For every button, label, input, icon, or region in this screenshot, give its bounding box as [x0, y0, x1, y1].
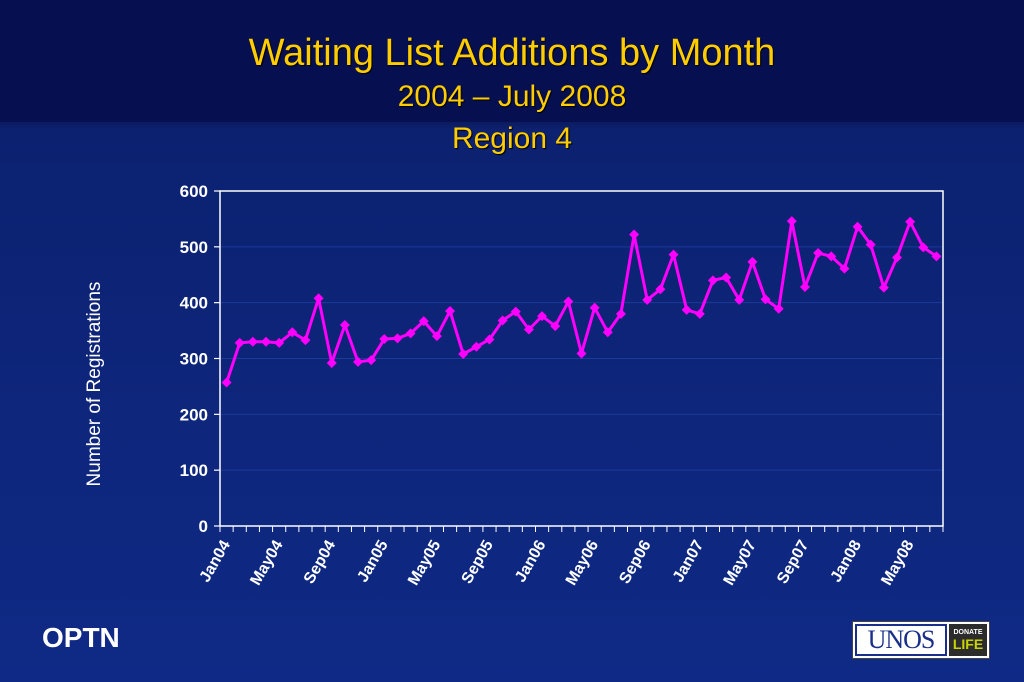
data-point: [247, 336, 258, 347]
data-point: [339, 320, 350, 330]
data-point: [602, 327, 613, 338]
y-tick-label: 200: [180, 405, 208, 424]
data-point: [589, 302, 600, 313]
unos-wordmark: UNOS: [855, 624, 947, 656]
x-tick-label: Sep06: [616, 537, 654, 586]
data-point: [523, 324, 534, 335]
data-point: [221, 377, 232, 388]
data-point: [405, 328, 416, 339]
data-point: [918, 242, 929, 253]
data-point: [326, 357, 337, 368]
x-tick-label: May08: [878, 537, 917, 588]
data-point: [878, 282, 889, 293]
data-point: [931, 251, 942, 262]
data-point: [274, 337, 285, 348]
donate-text: DONATE: [953, 629, 983, 636]
x-tick-label: May07: [721, 537, 760, 588]
data-point: [826, 251, 837, 262]
data-point: [379, 333, 390, 344]
data-point: [576, 348, 587, 359]
series-markers: [221, 216, 942, 388]
y-tick-label: 600: [180, 182, 208, 201]
data-point: [694, 308, 705, 319]
data-point: [905, 216, 916, 227]
x-tick-label: Sep07: [774, 537, 812, 586]
donate-life-badge: DONATE LIFE: [949, 624, 987, 656]
data-point: [537, 311, 548, 322]
data-point: [313, 293, 324, 304]
data-point: [615, 308, 626, 319]
data-point: [655, 284, 666, 295]
data-point: [261, 336, 272, 347]
x-axis-ticks: Jan04 May04 Sep04 Jan05 May05 Sep05 Jan06 May06…: [197, 526, 944, 588]
x-tick-label: Jan05: [354, 537, 391, 585]
optn-label: OPTN: [42, 622, 120, 653]
slide-title: Waiting List Additions by Month: [248, 32, 776, 74]
data-point: [865, 239, 876, 250]
life-text: LIFE: [952, 636, 984, 652]
data-point: [418, 316, 429, 327]
title-block: Waiting List Additions by Month 2004 – J…: [0, 30, 1024, 160]
y-tick-label: 400: [180, 294, 208, 313]
data-point: [497, 315, 508, 326]
x-tick-label: Jan08: [828, 537, 865, 585]
data-point: [234, 337, 245, 348]
x-tick-label: Jan04: [197, 537, 234, 585]
data-point: [510, 306, 521, 317]
data-point: [353, 356, 364, 367]
y-axis-ticks: 0 100 200 300 400 500 600: [180, 182, 220, 536]
data-point: [786, 216, 797, 227]
x-tick-label: Jan06: [512, 537, 549, 585]
y-tick-label: 100: [180, 461, 208, 480]
title-band: [0, 0, 1024, 122]
data-point: [287, 327, 298, 338]
y-tick-label: 300: [180, 350, 208, 369]
data-point: [300, 335, 311, 346]
chart-gridlines: [220, 246, 943, 471]
data-point: [747, 256, 758, 267]
data-point: [839, 263, 850, 274]
data-point: [734, 294, 745, 305]
data-point: [799, 282, 810, 293]
x-tick-label: May04: [247, 537, 286, 588]
data-point: [773, 303, 784, 314]
data-point: [813, 247, 824, 258]
data-point: [445, 306, 456, 317]
data-point: [431, 331, 442, 342]
data-point: [471, 341, 482, 352]
x-tick-label: May05: [405, 537, 444, 588]
y-axis-title: Number of Registrations: [84, 282, 105, 487]
data-point: [392, 333, 403, 344]
data-point: [760, 294, 771, 305]
slide-subtitle-period: 2004 – July 2008: [397, 80, 627, 113]
unos-logo: UNOS DONATE LIFE: [852, 621, 990, 659]
data-point: [642, 294, 653, 305]
x-tick-label: Sep05: [459, 537, 497, 586]
data-point: [852, 221, 863, 232]
data-point: [721, 272, 732, 283]
data-point: [484, 334, 495, 345]
data-point: [366, 355, 377, 366]
data-point: [458, 349, 469, 360]
data-point: [668, 249, 679, 260]
x-tick-label: Jan07: [670, 537, 707, 585]
x-tick-label: Sep04: [301, 537, 339, 586]
data-point: [891, 252, 902, 263]
y-tick-label: 500: [180, 238, 208, 257]
data-point: [563, 296, 574, 307]
data-point: [681, 304, 692, 315]
data-point: [707, 275, 718, 286]
data-point: [629, 229, 640, 240]
data-point: [550, 321, 561, 332]
y-tick-label: 0: [199, 517, 208, 536]
slide-subtitle-region: Region 4: [451, 122, 573, 155]
x-tick-label: May06: [563, 537, 602, 588]
